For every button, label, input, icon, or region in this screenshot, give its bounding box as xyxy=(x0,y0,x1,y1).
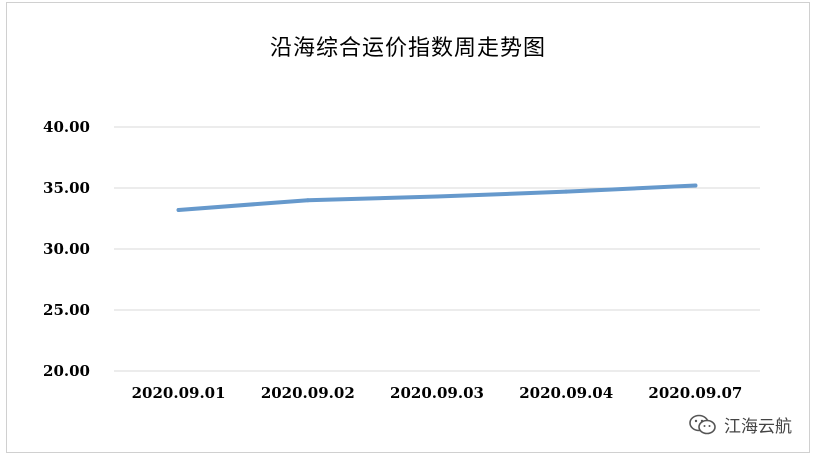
data-point xyxy=(564,189,569,194)
data-point xyxy=(693,183,698,188)
y-tick-label: 40.00 xyxy=(43,118,90,136)
data-point xyxy=(176,207,181,212)
chart-title: 沿海综合运价指数周走势图 xyxy=(269,36,546,61)
grid-lines xyxy=(114,126,760,372)
x-tick-label: 2020.09.03 xyxy=(390,384,484,402)
y-tick-label: 30.00 xyxy=(43,240,90,258)
wechat-logo-icon xyxy=(689,414,716,434)
series-layer xyxy=(176,183,698,212)
x-tick-label: 2020.09.07 xyxy=(648,384,742,402)
y-tick-label: 20.00 xyxy=(43,362,90,380)
x-tick-label: 2020.09.04 xyxy=(519,384,613,402)
watermark-text: 江海云航 xyxy=(724,417,792,437)
y-axis-tick-labels: 20.00 25.00 30.00 35.00 40.00 xyxy=(43,118,90,380)
x-tick-label: 2020.09.01 xyxy=(132,384,226,402)
x-tick-label: 2020.09.02 xyxy=(261,384,355,402)
y-tick-label: 25.00 xyxy=(43,301,90,319)
data-point xyxy=(305,198,310,203)
chart-frame xyxy=(6,2,810,453)
watermark: 江海云航 xyxy=(688,412,792,437)
y-tick-label: 35.00 xyxy=(43,179,90,197)
data-point xyxy=(435,194,439,199)
x-axis-tick-labels: 2020.09.01 2020.09.02 2020.09.03 2020.09.04… xyxy=(132,384,743,402)
